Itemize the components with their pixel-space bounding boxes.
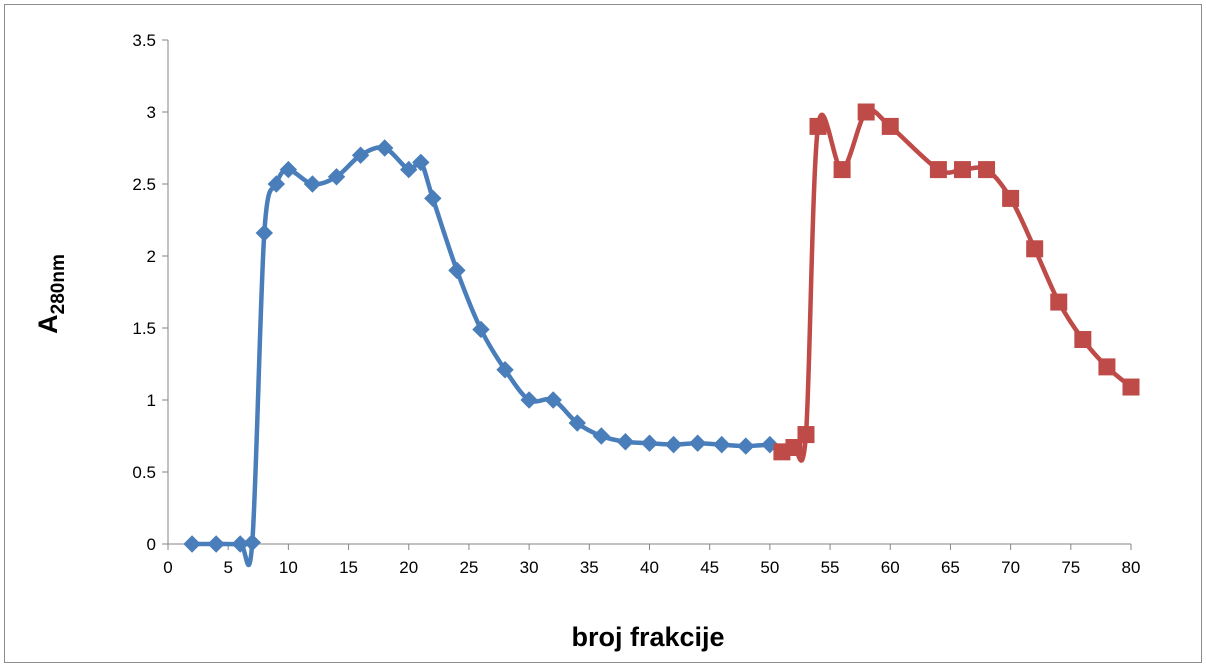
series-1-point (544, 391, 562, 409)
x-tick-label: 5 (223, 558, 232, 577)
series-2-point (1050, 293, 1068, 311)
x-tick-label: 0 (163, 558, 172, 577)
x-tick-label: 75 (1061, 558, 1080, 577)
series-1-point (375, 139, 394, 157)
series-2-point (953, 161, 971, 179)
x-tick-label: 50 (760, 558, 779, 577)
series-2-point (857, 103, 875, 121)
series-1-point (664, 435, 683, 454)
series-2-point (1002, 189, 1020, 207)
x-tick-label: 65 (941, 558, 960, 577)
series-1-point (279, 160, 298, 179)
y-axis-title: A280nm (33, 254, 69, 334)
series-1-point (448, 261, 466, 280)
series-2-point (978, 161, 996, 179)
series-2-point (785, 439, 803, 457)
series-1-point (207, 535, 225, 553)
series-1-point (568, 414, 586, 432)
series-1-point (424, 189, 442, 208)
series-1-line (189, 145, 773, 568)
series-1-point (737, 437, 755, 455)
series-1-point (351, 146, 370, 164)
x-tick-label: 55 (821, 558, 840, 577)
series-1-point (255, 224, 274, 242)
series-1-point (327, 168, 346, 186)
series-1-point (412, 153, 430, 172)
x-axis-title: broj frakcije (571, 622, 724, 652)
series-1-point (616, 433, 635, 451)
x-tick-label: 35 (580, 558, 599, 577)
y-tick-label: 0 (147, 535, 156, 554)
series-2-point (833, 161, 851, 179)
x-tick-label: 80 (1122, 558, 1141, 577)
series-1-point (592, 427, 611, 445)
x-tick-label: 70 (1001, 558, 1020, 577)
series-1-point (267, 175, 286, 193)
axes: 0 0.5 1 1.5 2 2.5 3 3.5 0 5 10 15 20 25 30 35 40 45 50 55 60… (132, 31, 1140, 577)
x-tick-label: 10 (279, 558, 298, 577)
series-2-point (1098, 358, 1116, 376)
series-2-point (929, 161, 947, 179)
series-1-point (496, 361, 514, 379)
y-tick-label: 2.5 (132, 175, 156, 194)
series-1-point (303, 175, 322, 193)
x-tick-label: 25 (459, 558, 478, 577)
series-1-point (400, 160, 418, 179)
series-2-point (809, 117, 827, 135)
x-tick-label: 40 (640, 558, 659, 577)
series-1-point (688, 434, 707, 452)
series-2-point (1074, 331, 1092, 349)
series-2-point (881, 117, 899, 135)
series-1-point (183, 535, 201, 553)
series-1-point (520, 391, 538, 409)
series-2-point (797, 426, 815, 444)
x-tick-label: 60 (881, 558, 900, 577)
x-tick-label: 30 (520, 558, 539, 577)
y-tick-label: 1 (147, 391, 156, 410)
y-tick-label: 1.5 (132, 319, 156, 338)
series-1-point (640, 434, 659, 452)
y-tick-label: 3.5 (132, 31, 156, 50)
y-axis-title-main: A (33, 314, 63, 334)
y-tick-label: 3 (147, 103, 156, 122)
y-tick-label: 0.5 (132, 463, 156, 482)
series-2-point (1026, 240, 1044, 258)
y-axis-title-subscript: 280nm (48, 254, 69, 314)
x-tick-label: 45 (700, 558, 719, 577)
x-tick-label: 15 (339, 558, 358, 577)
series-1-point (472, 320, 490, 339)
chart-frame (4, 4, 1202, 663)
series-2-point (1122, 378, 1140, 396)
series-1-point (243, 533, 261, 552)
y-tick-label: 2 (147, 247, 156, 266)
x-tick-label: 20 (399, 558, 418, 577)
series-layer (183, 103, 1140, 568)
series-1-point (713, 435, 731, 454)
